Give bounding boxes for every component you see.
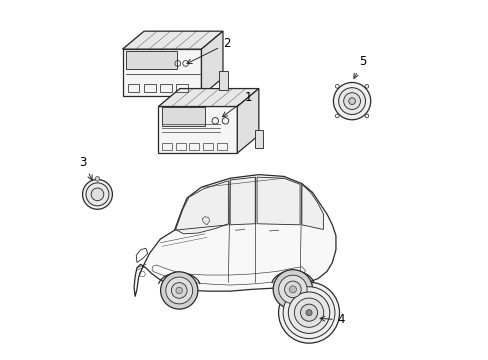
Polygon shape: [230, 177, 255, 225]
Circle shape: [278, 282, 339, 343]
Circle shape: [343, 93, 360, 109]
Circle shape: [86, 183, 109, 206]
Bar: [176, 84, 187, 92]
Circle shape: [171, 283, 187, 298]
Circle shape: [300, 304, 317, 321]
Bar: [219, 71, 228, 90]
Bar: [216, 143, 226, 150]
Polygon shape: [237, 89, 258, 153]
Circle shape: [278, 275, 306, 303]
Circle shape: [91, 188, 103, 201]
Polygon shape: [122, 31, 223, 49]
Circle shape: [95, 176, 100, 181]
Polygon shape: [175, 181, 228, 234]
Circle shape: [82, 179, 112, 209]
Circle shape: [176, 287, 182, 294]
Circle shape: [288, 292, 329, 333]
Circle shape: [283, 287, 334, 339]
Circle shape: [284, 281, 301, 298]
Circle shape: [333, 82, 370, 120]
Text: 1: 1: [222, 91, 251, 117]
Bar: [160, 84, 171, 92]
Polygon shape: [122, 49, 201, 96]
Polygon shape: [134, 175, 335, 297]
Polygon shape: [158, 107, 237, 153]
Circle shape: [289, 286, 296, 293]
Polygon shape: [257, 177, 300, 225]
Bar: [144, 84, 155, 92]
Bar: [203, 143, 212, 150]
Circle shape: [294, 298, 323, 327]
Text: 2: 2: [186, 37, 230, 64]
Circle shape: [165, 277, 192, 304]
Text: 5: 5: [353, 55, 366, 78]
Circle shape: [348, 98, 355, 104]
Bar: [162, 143, 172, 150]
Polygon shape: [201, 31, 223, 96]
Text: 4: 4: [320, 314, 345, 327]
Circle shape: [273, 270, 312, 309]
Circle shape: [160, 272, 198, 309]
Bar: [189, 143, 199, 150]
Circle shape: [338, 88, 365, 114]
Polygon shape: [301, 184, 323, 229]
Bar: [255, 130, 263, 148]
Bar: [162, 107, 205, 126]
Text: 3: 3: [80, 156, 92, 180]
Polygon shape: [158, 89, 258, 107]
Bar: [128, 84, 139, 92]
Circle shape: [305, 310, 311, 316]
Polygon shape: [202, 217, 209, 225]
Bar: [126, 51, 177, 69]
Bar: [175, 143, 185, 150]
